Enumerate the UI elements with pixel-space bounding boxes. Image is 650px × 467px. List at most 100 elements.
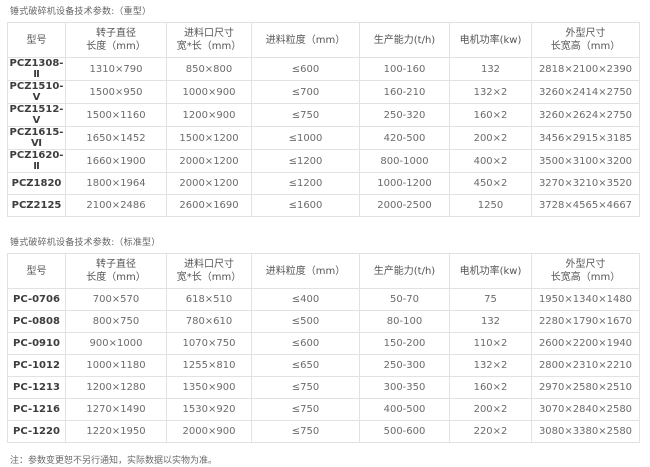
header-cell-dimensions: 外型尺寸 长宽高（mm） — [531, 253, 640, 289]
header-cell-feed-opening: 进料口尺寸宽*长（mm） — [166, 22, 252, 58]
cell-model: PCZ2125 — [7, 194, 66, 217]
cell-capacity: 300-350 — [359, 376, 450, 399]
cell-feed-size: ≤1200 — [251, 149, 360, 173]
cell-model: PCZ1308-Ⅱ — [7, 57, 66, 81]
header-cell-model: 型号 — [7, 253, 66, 289]
table-1-title: 锤式破碎机设备技术参数:（重型） — [10, 7, 152, 17]
header-line-2: 长度（mm） — [86, 272, 146, 283]
header-cell-feed-size: 进料粒度（mm） — [251, 22, 360, 58]
table-row: PC-1012 1000×1180 1255×810 ≤650 250-300 … — [7, 354, 640, 377]
header-cell-motor-power: 电机功率(kw) — [449, 253, 532, 289]
header-cell-feed-size: 进料粒度（mm） — [251, 253, 360, 289]
table-header-row: 型号 转子直径 长度（mm） 进料口尺寸 宽*长（mm） 进料粒度（mm） 生产能力… — [7, 253, 640, 289]
cell-dimensions: 2600×2200×1940 — [531, 332, 640, 355]
cell-model: PCZ1820 — [7, 172, 66, 195]
header-line-1: 转子直径 — [96, 28, 136, 39]
header-line-1: 外型尺寸 — [565, 259, 606, 270]
cell-dimensions: 3260×2414×2750 — [531, 80, 640, 104]
cell-rotor-diameter: 1650×1452 — [65, 126, 167, 150]
header-line-2: 宽*长（mm） — [176, 272, 242, 283]
table-row: PCZ2125 2100×2486 2600×1690 ≤1600 2000-2… — [7, 194, 640, 217]
header-cell-model: 型号 — [7, 22, 66, 58]
cell-feed-size: ≤700 — [251, 80, 360, 104]
cell-feed-size: ≤1600 — [251, 194, 360, 217]
header-line-1: 电机功率(kw) — [459, 265, 522, 277]
cell-rotor-diameter: 1500×1160 — [65, 103, 167, 127]
table-row: PCZ1620-Ⅱ 1660×1900 2000×1200 ≤1200 800-… — [7, 149, 640, 173]
cell-feed-opening: 850×800 — [166, 57, 252, 81]
cell-feed-size: ≤650 — [251, 354, 360, 377]
spec-sheet-page: 锤式破碎机设备技术参数:（重型） 型号 转子直径 长度（mm） 进料口尺寸 宽*长（… — [7, 7, 640, 466]
cell-feed-size: ≤750 — [251, 376, 360, 399]
header-line-1: 生产能力(t/h) — [373, 34, 436, 46]
cell-capacity: 2000-2500 — [359, 194, 450, 217]
cell-rotor-diameter: 1200×1280 — [65, 376, 167, 399]
cell-motor-power: 200×2 — [449, 398, 532, 421]
cell-feed-size: ≤600 — [251, 332, 360, 355]
cell-feed-size: ≤600 — [251, 57, 360, 81]
cell-feed-opening: 2000×1200 — [166, 149, 252, 173]
cell-model: PCZ1512-Ⅴ — [7, 103, 66, 127]
table-row: PC-0808 800×750 780×610 ≤500 80-100 132 … — [7, 310, 640, 333]
cell-motor-power: 132 — [449, 57, 532, 81]
cell-feed-opening: 1000×900 — [166, 80, 252, 104]
cell-motor-power: 220×2 — [449, 420, 532, 443]
header-line-1: 进料粒度（mm） — [265, 34, 346, 46]
cell-dimensions: 3270×3210×3520 — [531, 172, 640, 195]
cell-motor-power: 160×2 — [449, 103, 532, 127]
table-row: PC-1220 1220×1950 2000×900 ≤750 500-600 … — [7, 420, 640, 443]
cell-model: PC-1220 — [7, 420, 66, 443]
table-header-row: 型号 转子直径 长度（mm） 进料口尺寸 宽*长（mm） 进料粒度（mm） 生产能力… — [7, 22, 640, 58]
header-line-1: 型号 — [26, 34, 47, 46]
table-2-title: 锤式破碎机设备技术参数:（标准型） — [10, 238, 161, 248]
cell-rotor-diameter: 1220×1950 — [65, 420, 167, 443]
cell-dimensions: 3456×2915×3185 — [531, 126, 640, 150]
cell-dimensions: 2800×2310×2210 — [531, 354, 640, 377]
cell-dimensions: 1950×1340×1480 — [531, 288, 640, 311]
cell-capacity: 80-100 — [359, 310, 450, 333]
footer-note: 注：参数变更恕不另行通知，实际数据以实物为准。 — [10, 456, 218, 466]
cell-feed-opening: 618×510 — [166, 288, 252, 311]
cell-motor-power: 1250 — [449, 194, 532, 217]
spec-table-standard: 型号 转子直径 长度（mm） 进料口尺寸 宽*长（mm） 进料粒度（mm） 生产能力… — [7, 253, 640, 443]
table-row: PC-0706 700×570 618×510 ≤400 50-70 75 19… — [7, 288, 640, 311]
cell-dimensions: 2280×1790×1670 — [531, 310, 640, 333]
cell-feed-opening: 2000×1200 — [166, 172, 252, 195]
table-row: PCZ1512-Ⅴ 1500×1160 1200×900 ≤750 250-32… — [7, 103, 640, 127]
cell-model: PC-1216 — [7, 398, 66, 421]
header-cell-dimensions: 外型尺寸 长宽高（mm） — [531, 22, 640, 58]
table-2-head: 型号 转子直径 长度（mm） 进料口尺寸 宽*长（mm） 进料粒度（mm） 生产能力… — [7, 253, 640, 289]
cell-feed-opening: 1070×750 — [166, 332, 252, 355]
cell-capacity: 500-600 — [359, 420, 450, 443]
cell-dimensions: 3500×3100×3200 — [531, 149, 640, 173]
cell-capacity: 150-200 — [359, 332, 450, 355]
cell-dimensions: 2970×2580×2510 — [531, 376, 640, 399]
cell-motor-power: 160×2 — [449, 376, 532, 399]
table-row: PCZ1510-Ⅴ 1500×950 1000×900 ≤700 160-210… — [7, 80, 640, 104]
header-cell-motor-power: 电机功率(kw) — [449, 22, 532, 58]
header-line-1: 进料口尺寸 — [184, 28, 234, 39]
cell-rotor-diameter: 1310×790 — [65, 57, 167, 81]
cell-feed-opening: 1500×1200 — [166, 126, 252, 150]
cell-motor-power: 132×2 — [449, 354, 532, 377]
header-cell-capacity: 生产能力(t/h) — [359, 22, 450, 58]
cell-feed-opening: 780×610 — [166, 310, 252, 333]
table-row: PCZ1615-Ⅵ 1650×1452 1500×1200 ≤1000 420-… — [7, 126, 640, 150]
cell-capacity: 100-160 — [359, 57, 450, 81]
cell-feed-size: ≤750 — [251, 420, 360, 443]
cell-motor-power: 400×2 — [449, 149, 532, 173]
cell-feed-size: ≤400 — [251, 288, 360, 311]
header-cell-capacity: 生产能力(t/h) — [359, 253, 450, 289]
cell-capacity: 250-300 — [359, 354, 450, 377]
cell-model: PC-1213 — [7, 376, 66, 399]
cell-dimensions: 3070×2840×2580 — [531, 398, 640, 421]
header-line-1: 外型尺寸 — [565, 28, 606, 39]
table-row: PC-0910 900×1000 1070×750 ≤600 150-200 1… — [7, 332, 640, 355]
cell-feed-size: ≤750 — [251, 398, 360, 421]
cell-rotor-diameter: 800×750 — [65, 310, 167, 333]
header-line-2: 宽*长（mm） — [176, 41, 242, 52]
cell-capacity: 50-70 — [359, 288, 450, 311]
cell-motor-power: 450×2 — [449, 172, 532, 195]
cell-feed-opening: 2000×900 — [166, 420, 252, 443]
table-row: PC-1213 1200×1280 1350×900 ≤750 300-350 … — [7, 376, 640, 399]
